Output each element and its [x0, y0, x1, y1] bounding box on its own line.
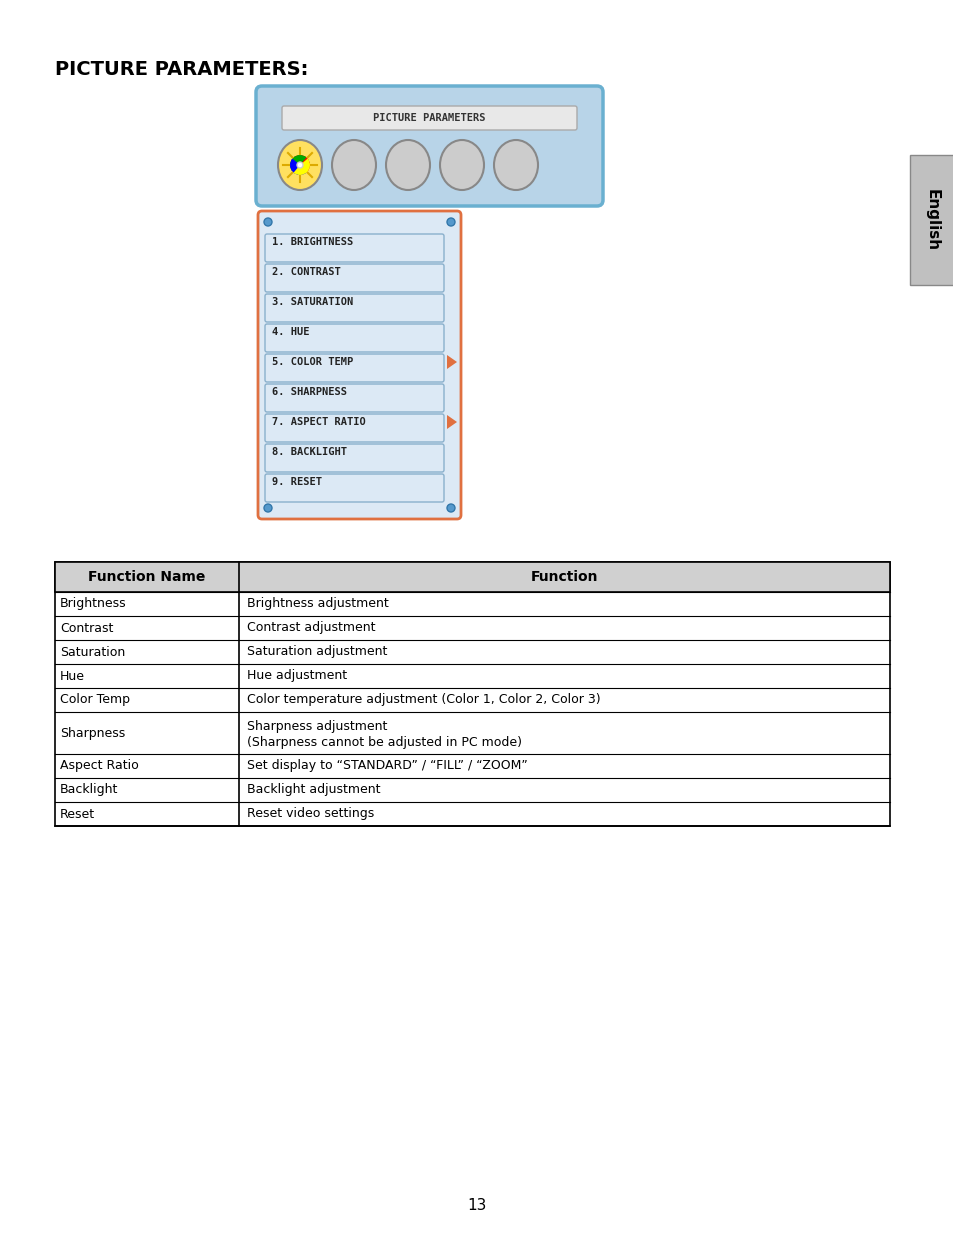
Circle shape — [296, 162, 303, 168]
FancyBboxPatch shape — [257, 211, 460, 519]
Text: 1. BRIGHTNESS: 1. BRIGHTNESS — [272, 237, 353, 247]
Text: Brightness adjustment: Brightness adjustment — [247, 598, 388, 610]
FancyBboxPatch shape — [265, 354, 443, 382]
Circle shape — [447, 504, 455, 513]
Text: Contrast: Contrast — [60, 621, 113, 635]
FancyBboxPatch shape — [265, 384, 443, 412]
Text: Saturation adjustment: Saturation adjustment — [247, 646, 387, 658]
FancyBboxPatch shape — [909, 156, 953, 285]
FancyBboxPatch shape — [265, 445, 443, 472]
Polygon shape — [447, 354, 456, 369]
Ellipse shape — [494, 140, 537, 190]
Text: Contrast adjustment: Contrast adjustment — [247, 621, 375, 635]
Wedge shape — [290, 158, 306, 175]
FancyBboxPatch shape — [265, 324, 443, 352]
Text: (Sharpness cannot be adjusted in PC mode): (Sharpness cannot be adjusted in PC mode… — [247, 736, 521, 748]
Text: Color temperature adjustment (Color 1, Color 2, Color 3): Color temperature adjustment (Color 1, C… — [247, 694, 599, 706]
Text: 3. SATURATION: 3. SATURATION — [272, 296, 353, 308]
Ellipse shape — [332, 140, 375, 190]
Wedge shape — [290, 156, 306, 172]
FancyBboxPatch shape — [255, 86, 602, 206]
FancyBboxPatch shape — [265, 474, 443, 501]
Ellipse shape — [277, 140, 322, 190]
Text: 7. ASPECT RATIO: 7. ASPECT RATIO — [272, 417, 365, 427]
Text: Set display to “STANDARD” / “FILL” / “ZOOM”: Set display to “STANDARD” / “FILL” / “ZO… — [247, 760, 527, 773]
FancyBboxPatch shape — [265, 264, 443, 291]
Text: Sharpness: Sharpness — [60, 726, 125, 740]
Text: Reset: Reset — [60, 808, 95, 820]
Circle shape — [447, 219, 455, 226]
FancyBboxPatch shape — [265, 233, 443, 262]
Wedge shape — [294, 156, 310, 172]
Text: Sharpness adjustment: Sharpness adjustment — [247, 720, 387, 734]
Text: Reset video settings: Reset video settings — [247, 808, 374, 820]
FancyBboxPatch shape — [282, 106, 577, 130]
Text: Brightness: Brightness — [60, 598, 127, 610]
Text: 9. RESET: 9. RESET — [272, 477, 322, 487]
Wedge shape — [294, 158, 310, 175]
Ellipse shape — [386, 140, 430, 190]
Text: PICTURE PARAMETERS:: PICTURE PARAMETERS: — [55, 61, 308, 79]
FancyBboxPatch shape — [265, 294, 443, 322]
Text: Hue adjustment: Hue adjustment — [247, 669, 347, 683]
Text: 6. SHARPNESS: 6. SHARPNESS — [272, 387, 347, 396]
Text: 8. BACKLIGHT: 8. BACKLIGHT — [272, 447, 347, 457]
Text: Backlight adjustment: Backlight adjustment — [247, 783, 380, 797]
Circle shape — [264, 504, 272, 513]
Text: PICTURE PARAMETERS: PICTURE PARAMETERS — [373, 112, 485, 124]
Ellipse shape — [439, 140, 483, 190]
Polygon shape — [55, 562, 889, 592]
Text: Function Name: Function Name — [88, 571, 205, 584]
Polygon shape — [447, 415, 456, 429]
Text: Function: Function — [530, 571, 598, 584]
Text: Aspect Ratio: Aspect Ratio — [60, 760, 138, 773]
Text: 4. HUE: 4. HUE — [272, 327, 309, 337]
Text: 2. CONTRAST: 2. CONTRAST — [272, 267, 340, 277]
Text: Hue: Hue — [60, 669, 85, 683]
Text: Color Temp: Color Temp — [60, 694, 130, 706]
Text: 5. COLOR TEMP: 5. COLOR TEMP — [272, 357, 353, 367]
Circle shape — [264, 219, 272, 226]
Text: English: English — [923, 189, 939, 251]
Text: 13: 13 — [467, 1198, 486, 1213]
Text: Saturation: Saturation — [60, 646, 125, 658]
FancyBboxPatch shape — [265, 414, 443, 442]
Text: Backlight: Backlight — [60, 783, 118, 797]
